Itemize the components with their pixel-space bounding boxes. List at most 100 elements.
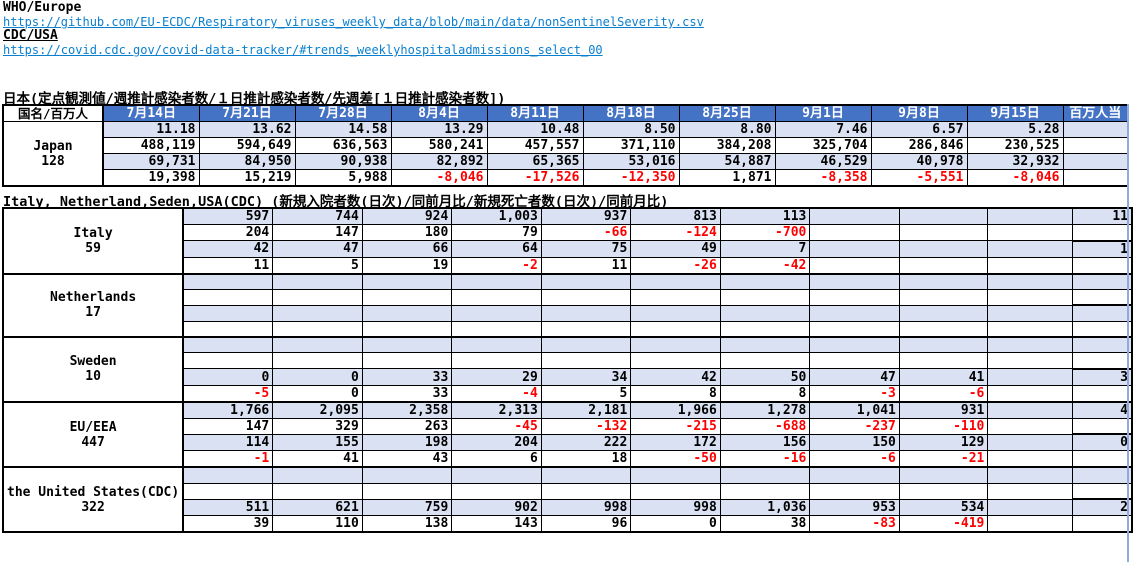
data-cell[interactable]: -5,551: [870, 169, 968, 187]
data-cell[interactable]: [809, 304, 900, 322]
data-cell[interactable]: 65,365: [486, 153, 584, 170]
data-cell[interactable]: 41: [898, 368, 989, 386]
data-cell[interactable]: [182, 352, 274, 370]
data-cell[interactable]: [719, 288, 811, 306]
data-cell[interactable]: [987, 304, 1073, 322]
data-cell[interactable]: 10.48: [486, 121, 584, 138]
date-header[interactable]: 9月15日: [966, 104, 1064, 122]
data-cell[interactable]: 5.28: [966, 121, 1064, 138]
data-cell[interactable]: [987, 256, 1073, 274]
data-cell[interactable]: [451, 336, 542, 354]
data-cell[interactable]: 5: [272, 256, 363, 274]
data-cell[interactable]: -42: [719, 256, 811, 274]
data-cell[interactable]: 96: [540, 515, 632, 533]
data-cell[interactable]: 2,313: [451, 400, 542, 419]
data-cell[interactable]: [809, 466, 900, 484]
data-cell[interactable]: [272, 304, 363, 322]
data-cell[interactable]: 29: [451, 368, 542, 386]
data-cell[interactable]: [451, 482, 542, 500]
data-cell[interactable]: [898, 466, 989, 484]
data-cell[interactable]: 7.46: [774, 121, 872, 138]
data-cell[interactable]: [451, 272, 542, 290]
country-label[interactable]: the United States(CDC) 322: [2, 466, 185, 533]
data-cell[interactable]: 931: [898, 400, 989, 419]
data-cell[interactable]: 594,649: [198, 137, 296, 154]
data-cell[interactable]: [809, 352, 900, 370]
data-cell[interactable]: 0: [272, 384, 363, 403]
data-cell[interactable]: [272, 466, 363, 484]
data-cell[interactable]: 1: [1071, 239, 1133, 258]
date-header[interactable]: 8月4日: [390, 104, 488, 122]
data-cell[interactable]: [361, 272, 453, 290]
data-cell[interactable]: 759: [361, 498, 453, 517]
data-cell[interactable]: 53,016: [582, 153, 680, 170]
data-cell[interactable]: [809, 288, 900, 306]
data-cell[interactable]: 384,208: [678, 137, 776, 154]
data-cell[interactable]: [987, 288, 1073, 306]
data-cell[interactable]: 49: [630, 240, 721, 258]
data-cell[interactable]: [1071, 288, 1133, 306]
data-cell[interactable]: 5,988: [294, 169, 392, 187]
data-cell[interactable]: [809, 256, 900, 274]
data-cell[interactable]: -8,358: [774, 169, 872, 187]
data-cell[interactable]: [809, 272, 900, 290]
data-cell[interactable]: 54,887: [678, 153, 776, 170]
data-cell[interactable]: 998: [630, 498, 721, 517]
data-cell[interactable]: 15,219: [198, 169, 296, 187]
data-cell[interactable]: 263: [361, 417, 453, 435]
data-cell[interactable]: -688: [719, 417, 811, 435]
data-cell[interactable]: -6: [898, 384, 989, 403]
data-cell[interactable]: 14.58: [294, 121, 392, 138]
data-cell[interactable]: [272, 336, 363, 354]
data-cell[interactable]: [809, 240, 900, 258]
data-cell[interactable]: 147: [272, 224, 363, 241]
data-cell[interactable]: 1,003: [451, 207, 542, 225]
data-cell[interactable]: -21: [898, 450, 989, 468]
data-cell[interactable]: 5: [540, 384, 632, 403]
data-cell[interactable]: 33: [361, 384, 453, 403]
data-cell[interactable]: [1071, 304, 1133, 322]
data-cell[interactable]: 329: [272, 417, 363, 435]
date-header[interactable]: 9月1日: [774, 104, 872, 122]
data-cell[interactable]: [898, 352, 989, 370]
data-cell[interactable]: [540, 466, 632, 484]
data-cell[interactable]: 138: [361, 515, 453, 533]
data-cell[interactable]: 18: [540, 450, 632, 468]
data-cell[interactable]: 19,398: [102, 169, 200, 187]
data-cell[interactable]: [719, 466, 811, 484]
data-cell[interactable]: [630, 272, 721, 290]
data-cell[interactable]: [540, 304, 632, 322]
data-cell[interactable]: [809, 336, 900, 354]
data-cell[interactable]: 0: [182, 368, 274, 386]
data-cell[interactable]: [361, 304, 453, 322]
data-cell[interactable]: 0: [630, 515, 721, 533]
data-cell[interactable]: 43: [361, 450, 453, 468]
data-cell[interactable]: 1,278: [719, 400, 811, 419]
data-cell[interactable]: [1071, 272, 1133, 290]
data-cell[interactable]: [719, 304, 811, 322]
data-cell[interactable]: -17,526: [486, 169, 584, 187]
data-cell[interactable]: 110: [272, 515, 363, 533]
data-cell[interactable]: [898, 207, 989, 225]
data-cell[interactable]: [451, 352, 542, 370]
data-cell[interactable]: [1071, 224, 1133, 241]
data-cell[interactable]: [898, 304, 989, 322]
data-cell[interactable]: 129: [898, 433, 989, 452]
data-cell[interactable]: 8: [719, 384, 811, 403]
data-cell[interactable]: [540, 272, 632, 290]
data-cell[interactable]: 6: [451, 450, 542, 468]
data-cell[interactable]: [1071, 417, 1133, 435]
data-cell[interactable]: [361, 352, 453, 370]
data-cell[interactable]: [987, 482, 1073, 500]
data-cell[interactable]: [987, 368, 1073, 386]
data-cell[interactable]: [1062, 137, 1129, 154]
data-cell[interactable]: 902: [451, 498, 542, 517]
data-cell[interactable]: 172: [630, 433, 721, 452]
data-cell[interactable]: [987, 224, 1073, 241]
data-cell[interactable]: 42: [630, 368, 721, 386]
data-cell[interactable]: [987, 336, 1073, 354]
data-cell[interactable]: [987, 240, 1073, 258]
data-cell[interactable]: -6: [809, 450, 900, 468]
data-cell[interactable]: [182, 482, 274, 500]
country-label[interactable]: Japan 128: [2, 121, 104, 187]
